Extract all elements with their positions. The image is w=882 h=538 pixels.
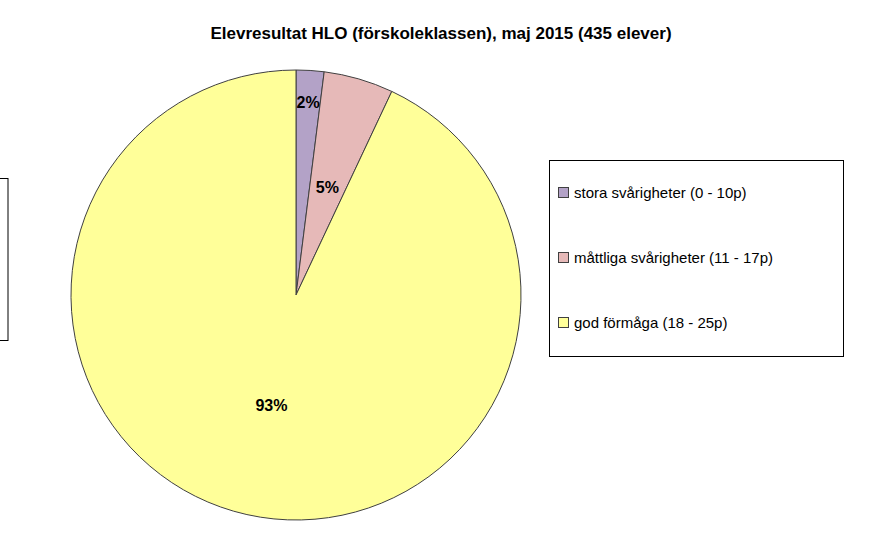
background — [0, 0, 882, 538]
legend-label: måttliga svårigheter (11 - 17p) — [574, 249, 773, 266]
legend-frame — [550, 161, 844, 357]
legend: stora svårigheter (0 - 10p) måttliga svår… — [550, 161, 844, 357]
legend-swatch — [559, 253, 569, 263]
chart: Elevresultat HLO (förskoleklassen), maj … — [0, 0, 882, 538]
slice — [71, 70, 521, 520]
frame — [0, 179, 8, 341]
title: Elevresultat HLO (förskoleklassen), maj … — [210, 24, 671, 43]
data-label: 93% — [255, 397, 287, 414]
data-label: 2% — [297, 94, 320, 111]
data-label: 5% — [316, 179, 339, 196]
legend-swatch — [559, 188, 569, 198]
legend-label: god förmåga (18 - 25p) — [574, 314, 727, 331]
slices — [71, 70, 521, 520]
legend-label: stora svårigheter (0 - 10p) — [574, 184, 747, 201]
legend-swatch — [559, 318, 569, 328]
